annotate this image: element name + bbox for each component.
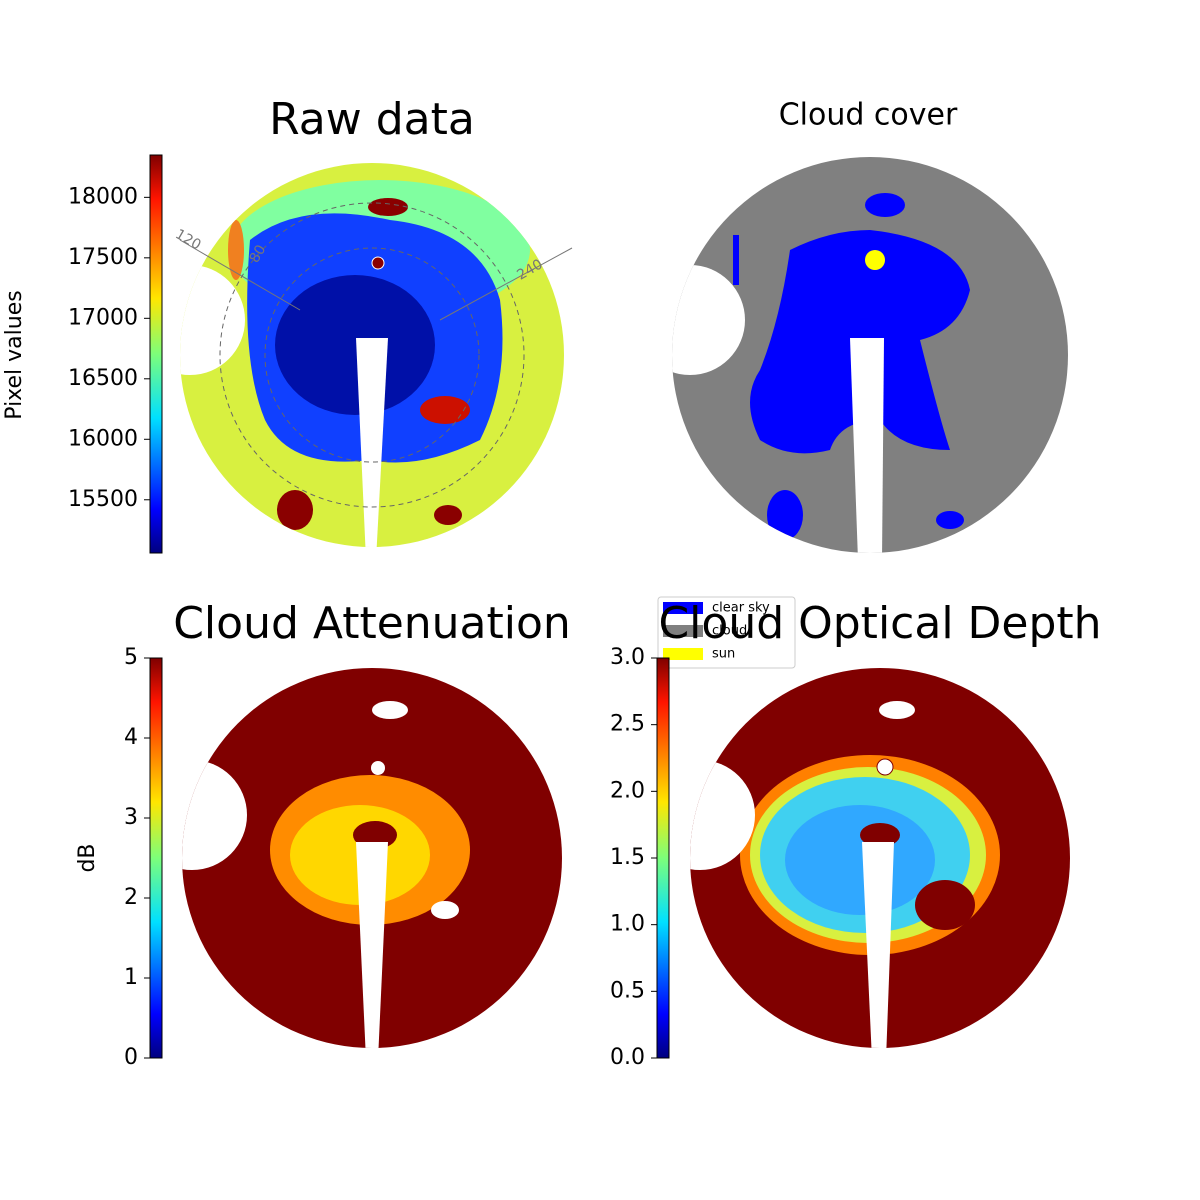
optical-depth-image (690, 668, 1070, 1048)
colorbar (149, 154, 163, 554)
colorbar-tick-label: 4 (124, 725, 138, 750)
colorbar-tick-label: 2.0 (610, 778, 645, 803)
colorbar-tick-label: 15500 (68, 487, 138, 512)
chart-title: Raw data (269, 94, 475, 145)
colorbar-tick-label: 3 (124, 805, 138, 830)
colorbar-tick-label: 1.0 (610, 912, 645, 937)
attenuation-image (182, 668, 562, 1048)
chart-title: Cloud Optical Depth (658, 598, 1101, 649)
colorbar-label: Pixel values (2, 290, 27, 419)
colorbar-tick-label: 0 (124, 1045, 138, 1070)
colorbar-tick-label: 16500 (68, 366, 138, 391)
colorbar-tick-label: 0.5 (610, 978, 645, 1003)
colorbar (656, 657, 670, 1059)
colorbar-tick-label: 1 (124, 965, 138, 990)
colorbar-tick-label: 2 (124, 885, 138, 910)
chart-title: Cloud cover (779, 98, 958, 133)
colorbar-tick-label: 18000 (68, 184, 138, 209)
colorbar-tick-label: 0.0 (610, 1045, 645, 1070)
colorbar-tick-label: 16000 (68, 426, 138, 451)
colorbar-tick-label: 17500 (68, 245, 138, 270)
colorbar-tick-label: 17000 (68, 305, 138, 330)
legend-label: sun (712, 647, 735, 662)
azimuth-line (179, 239, 301, 311)
colorbar-tick-label: 1.5 (610, 845, 645, 870)
azimuth-label: 80 (247, 242, 270, 265)
raw-image (180, 163, 564, 547)
colorbar-tick-label: 3.0 (610, 645, 645, 670)
colorbar-label: dB (75, 843, 100, 872)
legend-label: clear sky (712, 601, 770, 616)
colorbar-tick-label: 2.5 (610, 712, 645, 737)
cloud-cover-image (672, 157, 1068, 553)
azimuth-line (439, 247, 573, 321)
azimuth-label: 120 (172, 226, 203, 253)
legend-swatch (663, 648, 703, 660)
colorbar (149, 657, 163, 1059)
chart-title: Cloud Attenuation (173, 598, 571, 649)
legend-label: cloud (712, 624, 747, 639)
legend-swatch (663, 602, 703, 614)
legend-swatch (663, 625, 703, 637)
colorbar-tick-label: 5 (124, 645, 138, 670)
